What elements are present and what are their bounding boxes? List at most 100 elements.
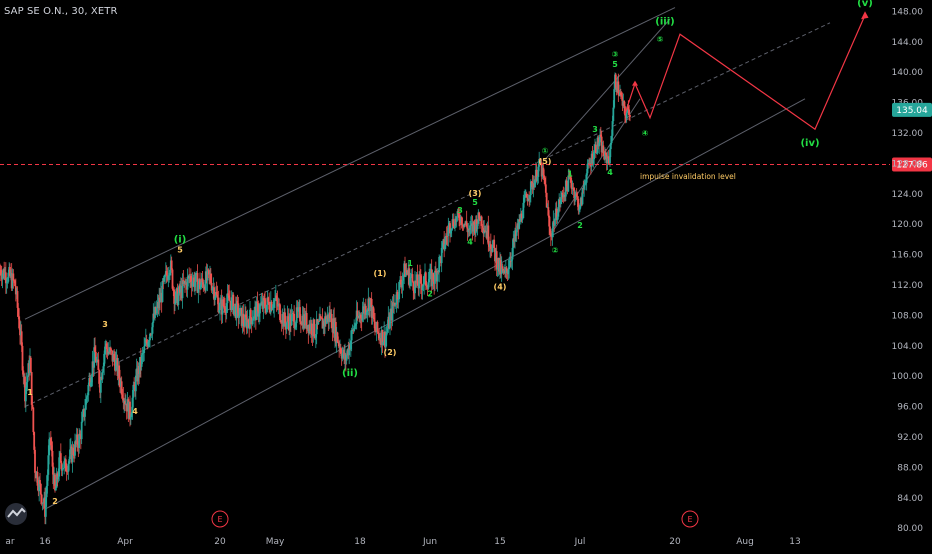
wave-label: 2 <box>52 497 58 506</box>
candle-body <box>502 266 504 268</box>
price-tick-label: 96.00 <box>897 403 923 413</box>
wave-label: 4 <box>607 168 613 177</box>
wave-label: (v) <box>857 0 873 9</box>
time-tick-label: Jul <box>574 537 586 547</box>
price-tick-label: 116.00 <box>892 251 924 261</box>
candle-body <box>543 175 545 178</box>
candle-body <box>311 324 313 335</box>
candle-body <box>238 316 240 318</box>
candle-body <box>250 310 252 318</box>
candle-body <box>78 434 80 448</box>
wave-label: 1 <box>407 259 413 268</box>
wave-label: 1 <box>27 388 33 397</box>
wave-label: (ii) <box>342 368 358 379</box>
price-tick-label: 104.00 <box>892 342 924 352</box>
candle-body <box>259 305 261 313</box>
price-tick-label: 124.00 <box>892 190 924 200</box>
candle-body <box>545 184 547 192</box>
time-tick-label: 16 <box>39 537 51 547</box>
wave-label: (3) <box>469 189 482 198</box>
price-tick-label: 80.00 <box>897 524 923 534</box>
wave-label: 5 <box>177 245 183 254</box>
candle-body <box>32 408 34 432</box>
last-price-label: 135.04 <box>896 106 928 116</box>
candle-body <box>493 240 495 248</box>
candle-body <box>412 274 414 281</box>
candle-body <box>81 422 83 439</box>
candle-body <box>612 108 614 121</box>
wave-label: ⑤ <box>657 35 664 44</box>
time-tick-label: 15 <box>494 537 505 547</box>
candle-body <box>143 346 145 353</box>
candle-body <box>40 484 42 495</box>
time-tick-label: Apr <box>117 537 133 547</box>
candle-body <box>171 260 173 269</box>
time-tick-label: ar <box>5 537 15 547</box>
price-tick-label: 128.00 <box>892 159 924 169</box>
earnings-marker-label: E <box>687 515 692 524</box>
price-tick-label: 132.00 <box>892 129 924 139</box>
wave-label: 3 <box>102 320 108 329</box>
time-tick-label: May <box>266 537 285 547</box>
wave-label: 3 <box>457 206 463 215</box>
candle-body <box>34 450 36 473</box>
candle-body <box>55 488 57 491</box>
wave-label: (4) <box>494 283 507 292</box>
candle-body <box>427 282 429 289</box>
candle-body <box>132 385 134 398</box>
candle-body <box>219 303 221 310</box>
candle-body <box>41 495 43 504</box>
wave-label: 3 <box>592 125 598 134</box>
candle-body <box>252 321 254 325</box>
candle-body <box>629 115 631 117</box>
candle-body <box>27 377 29 382</box>
tradingview-logo[interactable] <box>5 503 27 525</box>
candle-body <box>628 110 630 116</box>
time-tick-label: Aug <box>736 537 754 547</box>
time-tick-label: 20 <box>214 537 226 547</box>
wave-label: (i) <box>174 234 187 245</box>
price-tick-label: 144.00 <box>892 38 924 48</box>
candle-body <box>595 145 597 154</box>
candle-body <box>30 358 32 372</box>
wave-label: 2 <box>577 221 583 230</box>
candle-body <box>313 320 315 337</box>
wave-label: 4 <box>467 238 473 247</box>
wave-label: (iv) <box>800 138 819 149</box>
wave-label: 5 <box>472 198 478 207</box>
wave-label: (5) <box>539 157 552 166</box>
time-tick-label: 18 <box>354 537 366 547</box>
invalidation-note: impulse invalidation level <box>640 172 736 181</box>
candle-body <box>615 75 617 88</box>
earnings-marker-label: E <box>217 515 222 524</box>
time-tick-label: 13 <box>789 537 800 547</box>
time-tick-label: 20 <box>669 537 681 547</box>
wave-label: 1 <box>567 169 573 178</box>
candle-body <box>84 410 86 417</box>
price-tick-label: 112.00 <box>892 281 924 291</box>
price-tick-label: 120.00 <box>892 220 924 230</box>
candle-body <box>613 89 615 107</box>
wave-label: ② <box>552 246 559 255</box>
price-tick-label: 84.00 <box>897 494 923 504</box>
wave-label: ③ <box>612 50 619 59</box>
wave-label: 5 <box>612 60 618 69</box>
price-tick-label: 100.00 <box>892 372 924 382</box>
wave-label: (iii) <box>655 16 674 27</box>
wave-label: 4 <box>132 407 138 416</box>
price-tick-label: 108.00 <box>892 311 924 321</box>
candle-body <box>130 417 132 420</box>
price-tick-label: 140.00 <box>892 68 924 78</box>
candle-body <box>87 385 89 395</box>
time-tick-label: Jun <box>422 537 437 547</box>
symbol-title: SAP SE O.N., 30, XETR <box>4 6 118 17</box>
price-tick-label: 88.00 <box>897 463 923 473</box>
wave-label: ① <box>542 147 549 156</box>
candle-body <box>111 350 113 351</box>
price-tick-label: 148.00 <box>892 7 924 17</box>
candle-body <box>97 360 99 370</box>
wave-label: (2) <box>384 348 397 357</box>
